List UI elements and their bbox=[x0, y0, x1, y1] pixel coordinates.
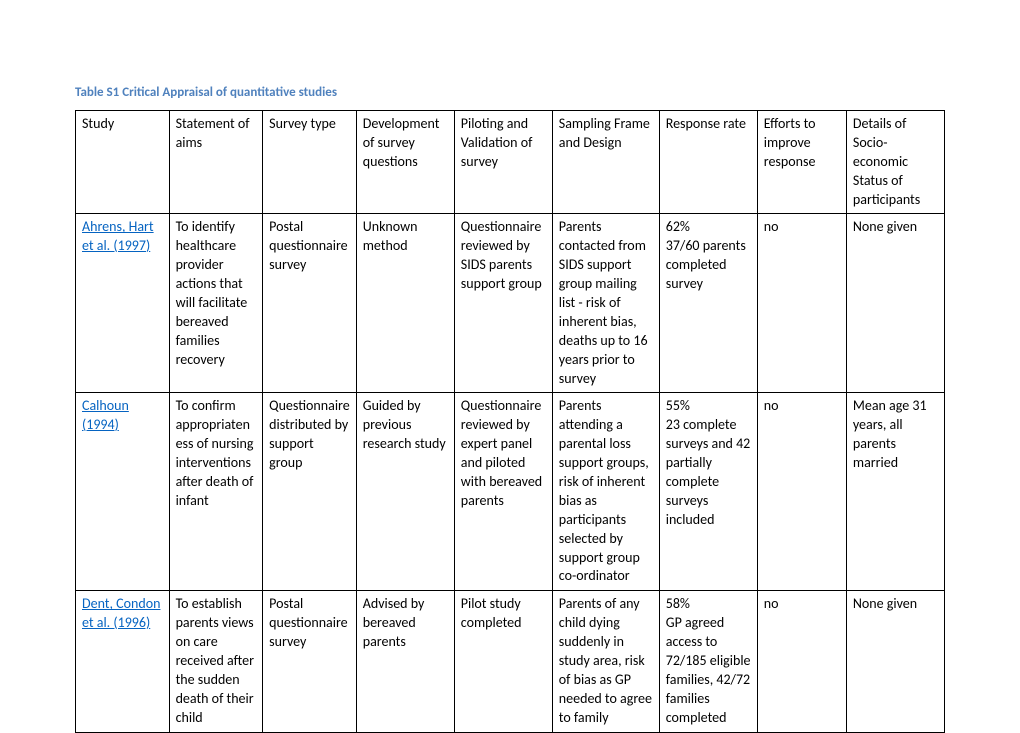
cell-efforts: no bbox=[757, 393, 846, 591]
table-row: Ahrens, Hart et al. (1997) To identify he… bbox=[76, 214, 945, 393]
column-header: Details of Socio-economic Status of part… bbox=[846, 111, 944, 214]
column-header: Response rate bbox=[659, 111, 757, 214]
cell-development: Unknown method bbox=[356, 214, 454, 393]
table-caption: Table S1 Critical Appraisal of quantitat… bbox=[75, 85, 945, 100]
cell-piloting: Pilot study completed bbox=[454, 591, 552, 732]
cell-socio: None given bbox=[846, 214, 944, 393]
cell-piloting: Questionnaire reviewed by SIDS parents s… bbox=[454, 214, 552, 393]
column-header: Efforts to improve response bbox=[757, 111, 846, 214]
cell-response-rate: 58%GP agreed access to 72/185 eligible f… bbox=[659, 591, 757, 732]
document-page: Table S1 Critical Appraisal of quantitat… bbox=[0, 0, 1020, 720]
column-header: Survey type bbox=[263, 111, 357, 214]
study-cell: Calhoun (1994) bbox=[76, 393, 170, 591]
column-header: Sampling Frame and Design bbox=[552, 111, 659, 214]
cell-survey-type: Postal questionnaire survey bbox=[263, 214, 357, 393]
column-header: Study bbox=[76, 111, 170, 214]
column-header: Development of survey questions bbox=[356, 111, 454, 214]
study-link[interactable]: Calhoun (1994) bbox=[82, 397, 129, 433]
cell-socio: Mean age 31 years, all parents married bbox=[846, 393, 944, 591]
cell-response-rate: 62%37/60 parents completed survey bbox=[659, 214, 757, 393]
table-row: Calhoun (1994) To confirm appropriateness… bbox=[76, 393, 945, 591]
cell-response-rate: 55%23 complete surveys and 42 partially … bbox=[659, 393, 757, 591]
cell-sampling: Parents of any child dying suddenly in s… bbox=[552, 591, 659, 732]
cell-survey-type: Postal questionnaire survey bbox=[263, 591, 357, 732]
column-header: Statement of aims bbox=[169, 111, 263, 214]
cell-development: Guided by previous research study bbox=[356, 393, 454, 591]
column-header: Piloting and Validation of survey bbox=[454, 111, 552, 214]
study-cell: Dent, Condon et al. (1996) bbox=[76, 591, 170, 732]
cell-socio: None given bbox=[846, 591, 944, 732]
cell-sampling: Parents contacted from SIDS support grou… bbox=[552, 214, 659, 393]
table-header-row: StudyStatement of aimsSurvey typeDevelop… bbox=[76, 111, 945, 214]
cell-aims: To establish parents views on care recei… bbox=[169, 591, 263, 732]
appraisal-table: StudyStatement of aimsSurvey typeDevelop… bbox=[75, 110, 945, 733]
study-link[interactable]: Ahrens, Hart et al. (1997) bbox=[82, 218, 154, 254]
cell-efforts: no bbox=[757, 591, 846, 732]
study-cell: Ahrens, Hart et al. (1997) bbox=[76, 214, 170, 393]
cell-efforts: no bbox=[757, 214, 846, 393]
cell-development: Advised by bereaved parents bbox=[356, 591, 454, 732]
cell-sampling: Parents attending a parental loss suppor… bbox=[552, 393, 659, 591]
cell-aims: To confirm appropriateness of nursing in… bbox=[169, 393, 263, 591]
cell-piloting: Questionnaire reviewed by expert panel a… bbox=[454, 393, 552, 591]
cell-survey-type: Questionnaire distributed by support gro… bbox=[263, 393, 357, 591]
table-row: Dent, Condon et al. (1996)To establish p… bbox=[76, 591, 945, 732]
study-link[interactable]: Dent, Condon et al. (1996) bbox=[82, 595, 160, 631]
cell-aims: To identify healthcare provider actions … bbox=[169, 214, 263, 393]
